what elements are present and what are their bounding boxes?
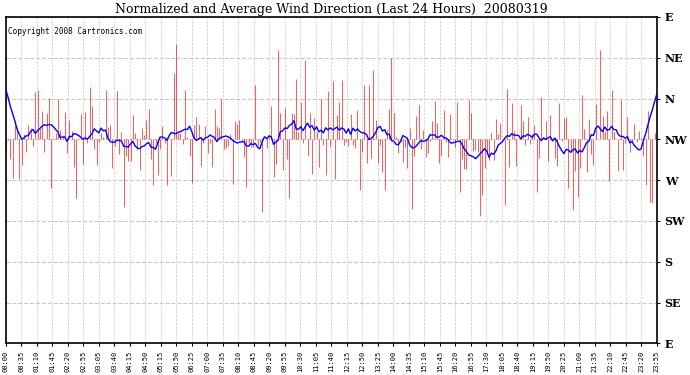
- Text: Copyright 2008 Cartronics.com: Copyright 2008 Cartronics.com: [8, 27, 142, 36]
- Title: Normalized and Average Wind Direction (Last 24 Hours)  20080319: Normalized and Average Wind Direction (L…: [115, 3, 548, 16]
